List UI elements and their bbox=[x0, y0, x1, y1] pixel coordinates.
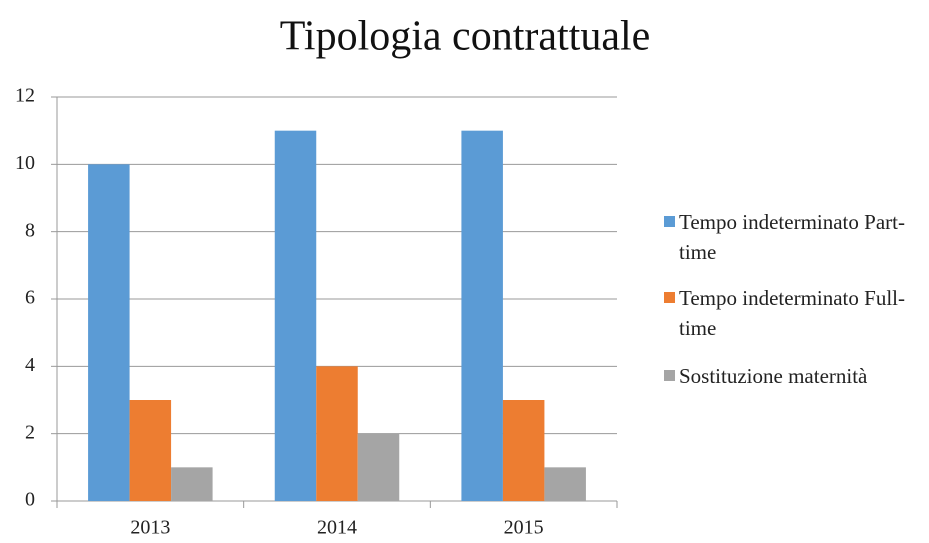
bar bbox=[461, 130, 503, 501]
legend-label: Tempo indeterminato Part-time bbox=[679, 210, 905, 264]
legend-swatch bbox=[664, 292, 675, 303]
bar bbox=[129, 400, 172, 501]
y-tick-label: 12 bbox=[15, 85, 35, 107]
bar bbox=[357, 433, 400, 501]
y-tick-label: 0 bbox=[25, 489, 35, 511]
y-tick-label: 10 bbox=[15, 152, 35, 174]
legend-label: Sostituzione maternità bbox=[679, 364, 868, 388]
legend-swatch bbox=[664, 216, 675, 227]
bar bbox=[88, 164, 130, 502]
x-tick-label: 2013 bbox=[130, 517, 170, 539]
bar bbox=[544, 467, 586, 501]
bar bbox=[502, 400, 545, 501]
legend-label: Tempo indeterminato Full-time bbox=[679, 286, 905, 340]
bar bbox=[316, 366, 358, 501]
legend-swatch bbox=[664, 370, 675, 381]
legend-item: Tempo indeterminato Full-time bbox=[664, 283, 926, 343]
legend-item: Tempo indeterminato Part-time bbox=[664, 207, 926, 267]
y-tick-label: 4 bbox=[25, 354, 35, 376]
legend-item: Sostituzione maternità bbox=[664, 361, 926, 391]
y-tick-label: 6 bbox=[25, 287, 35, 309]
bar bbox=[171, 467, 213, 501]
y-tick-label: 8 bbox=[25, 219, 35, 241]
y-tick-label: 2 bbox=[25, 421, 35, 443]
x-tick-label: 2015 bbox=[504, 517, 544, 539]
bar bbox=[274, 130, 317, 501]
x-tick-label: 2014 bbox=[317, 517, 357, 539]
chart-title: Tipologia contrattuale bbox=[280, 14, 651, 60]
